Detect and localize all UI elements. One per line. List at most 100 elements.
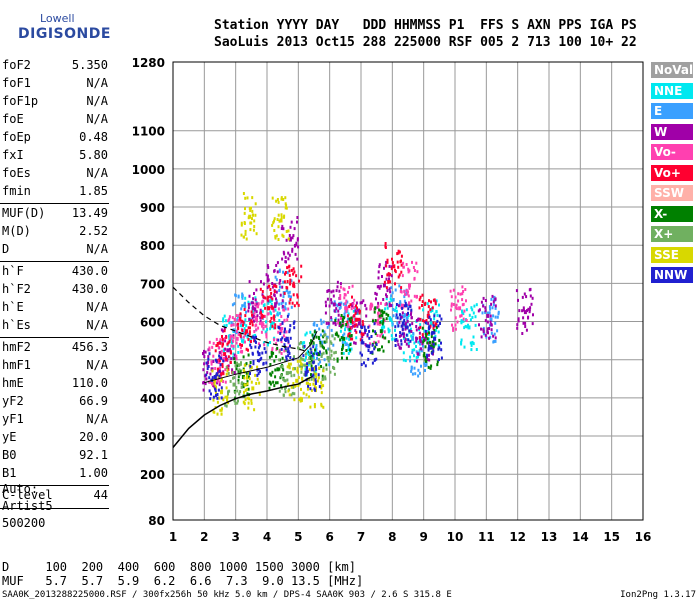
scatter-point (398, 302, 402, 307)
scatter-point (305, 393, 308, 397)
profile-curve (172, 375, 313, 448)
scatter-point (293, 355, 295, 359)
scatter-point (222, 380, 225, 383)
scatter-point (256, 318, 258, 322)
scatter-point (477, 309, 480, 313)
param-value: N/A (86, 166, 108, 180)
scatter-point (227, 371, 230, 375)
scatter-point (388, 287, 391, 291)
scatter-point (469, 318, 472, 322)
scatter-point (235, 330, 238, 333)
scatter-point (409, 327, 412, 331)
scatter-point (365, 307, 368, 311)
scatter-point (425, 334, 428, 338)
scatter-point (390, 294, 393, 298)
scatter-point (235, 357, 238, 361)
scatter-point (362, 341, 365, 345)
scatter-point (260, 356, 263, 360)
scatter-point (426, 330, 429, 333)
scatter-point (304, 370, 307, 374)
scatter-point (284, 206, 287, 210)
scatter-point (250, 206, 252, 210)
scatter-point (276, 381, 279, 385)
y-tick-label: 80 (148, 514, 165, 528)
scatter-point (275, 338, 278, 342)
scatter-point (215, 360, 218, 364)
scatter-point (248, 330, 251, 334)
scatter-point (408, 286, 411, 290)
scatter-point (364, 364, 367, 368)
scatter-point (418, 298, 421, 302)
y-tick-label: 200 (140, 468, 165, 482)
scatter-point (203, 362, 206, 366)
scatter-point (430, 364, 433, 368)
scatter-point (349, 303, 352, 307)
scatter-point (463, 309, 466, 313)
scatter-point (302, 358, 305, 362)
scatter-point (273, 317, 276, 321)
scatter-point (278, 326, 281, 330)
scatter-point (247, 387, 250, 391)
scatter-point (273, 384, 276, 388)
scatter-point (322, 405, 325, 409)
scatter-point (432, 342, 435, 346)
scatter-point (222, 317, 225, 321)
scatter-point (224, 368, 227, 372)
scatter-point (354, 329, 357, 332)
scatter-point (239, 318, 242, 322)
scatter-point (288, 294, 291, 298)
scatter-point (322, 369, 325, 373)
scatter-point (374, 306, 377, 310)
scatter-point (245, 347, 248, 351)
scatter-point (254, 213, 257, 217)
param-row: foE N/A (2, 112, 108, 130)
scatter-point (488, 327, 491, 330)
scatter-point (260, 311, 262, 315)
scatter-point (377, 314, 380, 318)
scatter-point (298, 342, 301, 346)
scatter-point (374, 332, 377, 336)
scatter-point (261, 351, 264, 355)
scatter-point (344, 340, 347, 344)
scatter-point (273, 336, 276, 340)
scatter-point (271, 223, 274, 227)
param-name: hmF1 (2, 358, 31, 372)
scatter-point (490, 297, 493, 301)
scatter-point (450, 302, 453, 306)
scatter-point (244, 318, 247, 322)
scatter-point (410, 369, 413, 373)
scatter-point (273, 219, 275, 223)
scatter-point (351, 337, 354, 341)
scatter-point (257, 346, 260, 350)
scatter-point (231, 371, 234, 375)
scatter-point (309, 347, 312, 351)
scatter-point (404, 339, 407, 343)
scatter-point (383, 266, 385, 270)
param-value: 110.0 (71, 376, 108, 390)
param-name: yE (2, 430, 17, 444)
scatter-point (244, 388, 247, 392)
scatter-point (348, 329, 352, 334)
scatter-point (373, 358, 376, 362)
scatter-point (402, 315, 405, 319)
scatter-point (251, 307, 254, 311)
scatter-point (240, 233, 243, 237)
scatter-point (488, 305, 491, 309)
scatter-point (209, 372, 212, 376)
scatter-point (385, 295, 388, 298)
scatter-point (333, 300, 336, 304)
scatter-point (247, 300, 250, 304)
scatter-point (256, 377, 259, 381)
scatter-point (302, 391, 305, 395)
scatter-point (285, 330, 288, 334)
scatter-point (377, 311, 379, 315)
scatter-point (388, 264, 391, 268)
y-tick-label: 600 (140, 316, 165, 330)
scatter-point (278, 358, 281, 362)
x-tick-label: 7 (357, 530, 365, 544)
scatter-point (292, 382, 295, 385)
scatter-point (228, 389, 231, 393)
scatter-point (396, 316, 399, 320)
scatter-point (210, 392, 212, 396)
scatter-point (275, 290, 278, 294)
